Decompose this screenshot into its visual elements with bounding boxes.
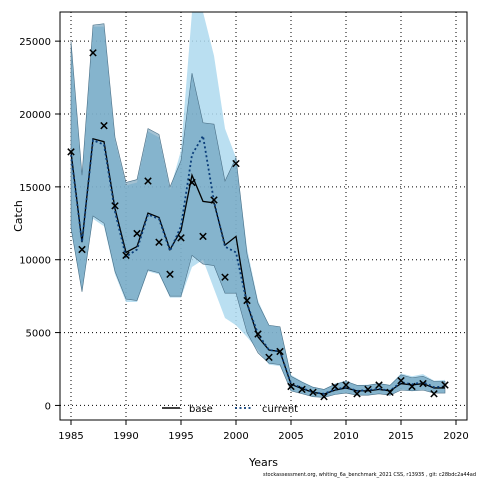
observed-point-stroke <box>188 178 196 187</box>
observed-point <box>122 251 130 260</box>
observed-point <box>89 49 97 57</box>
observed-point <box>100 121 108 130</box>
legend-label-current: current <box>262 404 298 415</box>
x-tick-label: 1985 <box>58 431 83 442</box>
observed-point <box>386 388 394 397</box>
observed-point <box>67 148 75 156</box>
plot-frame <box>59 11 468 421</box>
observed-point <box>199 232 207 241</box>
observed-point <box>320 392 328 401</box>
observed-point <box>342 381 350 389</box>
observed-point <box>309 388 317 397</box>
observed-point <box>287 382 295 391</box>
observed-point <box>221 273 229 281</box>
observed-point <box>243 296 251 305</box>
observed-point-stroke <box>419 379 427 388</box>
observed-point-stroke <box>386 388 394 397</box>
observed-point <box>177 234 185 242</box>
observed-point-stroke <box>309 388 317 397</box>
observed-point-stroke <box>353 390 361 398</box>
observed-point <box>419 379 427 388</box>
observed-point <box>133 229 141 238</box>
observed-point-stroke <box>177 234 185 242</box>
observed-point-stroke <box>67 148 75 156</box>
observed-point <box>78 245 86 254</box>
observed-point <box>166 270 174 279</box>
y-tick-label: 5000 <box>26 329 51 340</box>
observed-point-stroke <box>331 382 339 391</box>
observed-point <box>353 390 361 398</box>
observed-point <box>331 382 339 391</box>
observed-point <box>254 330 262 338</box>
x-tick-label: 2000 <box>223 431 248 442</box>
observed-point <box>408 382 416 391</box>
y-axis-title: Catch <box>12 200 25 232</box>
legend-label-base: base <box>189 404 213 415</box>
y-tick-label: 0 <box>45 401 51 412</box>
observed-point <box>276 347 284 356</box>
footer-note: stockassessment.org, whiting_6a_benchmar… <box>262 472 476 478</box>
observed-point-stroke <box>221 273 229 281</box>
observed-point <box>210 196 218 204</box>
legend: base current <box>162 404 298 415</box>
observed-point <box>155 238 163 246</box>
observed-point <box>397 376 405 385</box>
observed-point-stroke <box>243 296 251 305</box>
x-tick-label: 2010 <box>333 431 358 442</box>
observed-point <box>188 178 196 187</box>
observed-point-stroke <box>199 232 207 241</box>
observed-point <box>111 202 119 210</box>
observed-point-stroke <box>287 382 295 391</box>
observed-point-stroke <box>342 381 350 389</box>
observed-point-stroke <box>111 202 119 210</box>
observed-point-stroke <box>133 229 141 238</box>
observed-point-stroke <box>397 376 405 385</box>
observed-point <box>430 390 438 398</box>
observed-point-stroke <box>144 177 152 185</box>
base-line <box>70 137 445 395</box>
observed-point <box>364 385 372 394</box>
observed-point-stroke <box>100 121 108 130</box>
y-tick-label: 25000 <box>19 37 51 48</box>
x-tick-label: 2005 <box>278 431 303 442</box>
observed-point <box>298 385 306 394</box>
observed-point <box>265 353 273 362</box>
observed-point-stroke <box>430 390 438 398</box>
observed-point <box>441 381 449 389</box>
x-tick-label: 1995 <box>168 431 193 442</box>
observed-point-stroke <box>375 381 383 389</box>
x-axis-title: Years <box>248 456 278 469</box>
x-tick-label: 2015 <box>388 431 413 442</box>
observed-point-stroke <box>298 385 306 394</box>
observed-point-stroke <box>364 385 372 394</box>
observed-point-stroke <box>320 392 328 401</box>
base-confidence-band <box>70 23 446 398</box>
y-tick-label: 10000 <box>19 256 51 267</box>
observed-point-stroke <box>210 196 218 204</box>
observed-point <box>144 177 152 185</box>
observed-point-stroke <box>89 49 97 57</box>
observed-point-stroke <box>276 347 284 356</box>
observed-point <box>375 381 383 389</box>
x-tick-label: 1990 <box>113 431 138 442</box>
axes: 1985 1990 1995 2000 2005 2010 2015 2020 0 5000 100… <box>19 37 469 442</box>
observed-point-stroke <box>265 353 273 362</box>
observed-point-stroke <box>254 330 262 338</box>
observed-point-stroke <box>441 381 449 389</box>
y-tick-label: 20000 <box>19 110 51 121</box>
observed-point-stroke <box>408 382 416 391</box>
observed-point-stroke <box>232 159 240 168</box>
observed-point-stroke <box>78 245 86 254</box>
x-tick-label: 2020 <box>443 431 468 442</box>
y-tick-label: 15000 <box>19 183 51 194</box>
observed-points <box>67 49 449 401</box>
observed-point-stroke <box>166 270 174 279</box>
observed-point-stroke <box>122 251 130 260</box>
observed-point-stroke <box>155 238 163 246</box>
observed-point <box>232 159 240 168</box>
confidence-bands <box>70 12 446 398</box>
